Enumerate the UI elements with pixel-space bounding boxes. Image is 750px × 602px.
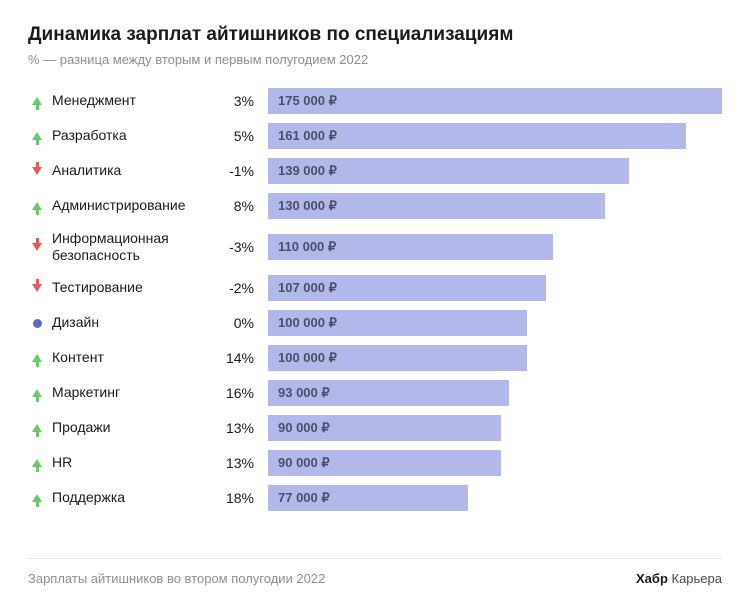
bar-value-label: 90 000 ₽ <box>278 455 330 471</box>
chart-row: Разработка5% 161 000 ₽ <box>28 120 722 152</box>
bar-fill: 90 000 ₽ <box>268 415 501 441</box>
chart-footer: Зарплаты айтишников во втором полугодии … <box>28 571 722 586</box>
chart-row: Продажи13% 90 000 ₽ <box>28 412 722 444</box>
footer-brand-rest: Карьера <box>668 571 722 586</box>
bar-fill: 139 000 ₽ <box>268 158 629 184</box>
row-label: HR <box>46 454 218 472</box>
bar-fill: 130 000 ₽ <box>268 193 605 219</box>
chart-row: Дизайн0% 100 000 ₽ <box>28 307 722 339</box>
chart-row: Тестирование-2% 107 000 ₽ <box>28 272 722 304</box>
trend-up-icon <box>28 202 46 210</box>
footer-brand: Хабр Карьера <box>636 571 722 586</box>
chart-row: Менеджмент3% 175 000 ₽ <box>28 85 722 117</box>
bar-fill: 107 000 ₽ <box>268 275 546 301</box>
row-label: Разработка <box>46 127 218 145</box>
bar-value-label: 175 000 ₽ <box>278 93 337 109</box>
bar-value-label: 110 000 ₽ <box>278 239 336 255</box>
chart-row: Маркетинг16% 93 000 ₽ <box>28 377 722 409</box>
trend-up-icon <box>28 494 46 502</box>
bar-track: 107 000 ₽ <box>268 275 722 301</box>
row-label: Контент <box>46 349 218 367</box>
footer-caption: Зарплаты айтишников во втором полугодии … <box>28 571 325 586</box>
bar-fill: 161 000 ₽ <box>268 123 686 149</box>
chart-row: Администрирование8% 130 000 ₽ <box>28 190 722 222</box>
row-percent: 13% <box>218 455 268 471</box>
chart-row: HR13% 90 000 ₽ <box>28 447 722 479</box>
bar-fill: 90 000 ₽ <box>268 450 501 476</box>
bar-track: 100 000 ₽ <box>268 345 722 371</box>
row-percent: -3% <box>218 239 268 255</box>
salary-bar-chart: Менеджмент3% 175 000 ₽ Разработка5% 161 000… <box>28 85 722 559</box>
bar-track: 77 000 ₽ <box>268 485 722 511</box>
row-percent: -1% <box>218 163 268 179</box>
bar-fill: 110 000 ₽ <box>268 234 553 260</box>
bar-track: 100 000 ₽ <box>268 310 722 336</box>
bar-value-label: 130 000 ₽ <box>278 198 337 214</box>
bar-value-label: 100 000 ₽ <box>278 350 337 366</box>
trend-up-icon <box>28 459 46 467</box>
row-label: Аналитика <box>46 162 218 180</box>
row-percent: 16% <box>218 385 268 401</box>
trend-down-icon <box>28 167 46 175</box>
bar-fill: 77 000 ₽ <box>268 485 468 511</box>
row-label: Дизайн <box>46 314 218 332</box>
bar-track: 90 000 ₽ <box>268 415 722 441</box>
bar-fill: 175 000 ₽ <box>268 88 722 114</box>
row-percent: 3% <box>218 93 268 109</box>
trend-up-icon <box>28 132 46 140</box>
row-percent: 5% <box>218 128 268 144</box>
row-label: Менеджмент <box>46 92 218 110</box>
chart-row: Поддержка18% 77 000 ₽ <box>28 482 722 514</box>
row-label: Продажи <box>46 419 218 437</box>
trend-up-icon <box>28 389 46 397</box>
chart-title: Динамика зарплат айтишников по специализ… <box>28 24 722 46</box>
bar-value-label: 100 000 ₽ <box>278 315 337 331</box>
row-percent: 18% <box>218 490 268 506</box>
bar-fill: 100 000 ₽ <box>268 310 527 336</box>
bar-track: 139 000 ₽ <box>268 158 722 184</box>
bar-value-label: 161 000 ₽ <box>278 128 337 144</box>
bar-value-label: 107 000 ₽ <box>278 280 337 296</box>
row-label: Информационная безопасность <box>46 230 218 265</box>
chart-subtitle: % — разница между вторым и первым полуго… <box>28 52 722 67</box>
trend-up-icon <box>28 424 46 432</box>
row-label: Маркетинг <box>46 384 218 402</box>
row-percent: 13% <box>218 420 268 436</box>
trend-up-icon <box>28 97 46 105</box>
chart-row: Аналитика-1% 139 000 ₽ <box>28 155 722 187</box>
row-percent: 14% <box>218 350 268 366</box>
bar-track: 93 000 ₽ <box>268 380 722 406</box>
bar-track: 110 000 ₽ <box>268 234 722 260</box>
row-percent: 8% <box>218 198 268 214</box>
bar-track: 90 000 ₽ <box>268 450 722 476</box>
bar-value-label: 93 000 ₽ <box>278 385 330 401</box>
row-percent: 0% <box>218 315 268 331</box>
footer-brand-bold: Хабр <box>636 571 668 586</box>
bar-track: 130 000 ₽ <box>268 193 722 219</box>
bar-value-label: 90 000 ₽ <box>278 420 330 436</box>
trend-down-icon <box>28 243 46 251</box>
trend-down-icon <box>28 284 46 292</box>
row-label: Тестирование <box>46 279 218 297</box>
trend-flat-icon <box>28 319 46 328</box>
row-label: Администрирование <box>46 197 218 215</box>
trend-up-icon <box>28 354 46 362</box>
bar-fill: 100 000 ₽ <box>268 345 527 371</box>
chart-row: Контент14% 100 000 ₽ <box>28 342 722 374</box>
bar-track: 161 000 ₽ <box>268 123 722 149</box>
row-percent: -2% <box>218 280 268 296</box>
bar-fill: 93 000 ₽ <box>268 380 509 406</box>
bar-value-label: 139 000 ₽ <box>278 163 337 179</box>
chart-row: Информационная безопасность-3% 110 000 ₽ <box>28 225 722 269</box>
row-label: Поддержка <box>46 489 218 507</box>
bar-value-label: 77 000 ₽ <box>278 490 330 506</box>
bar-track: 175 000 ₽ <box>268 88 722 114</box>
